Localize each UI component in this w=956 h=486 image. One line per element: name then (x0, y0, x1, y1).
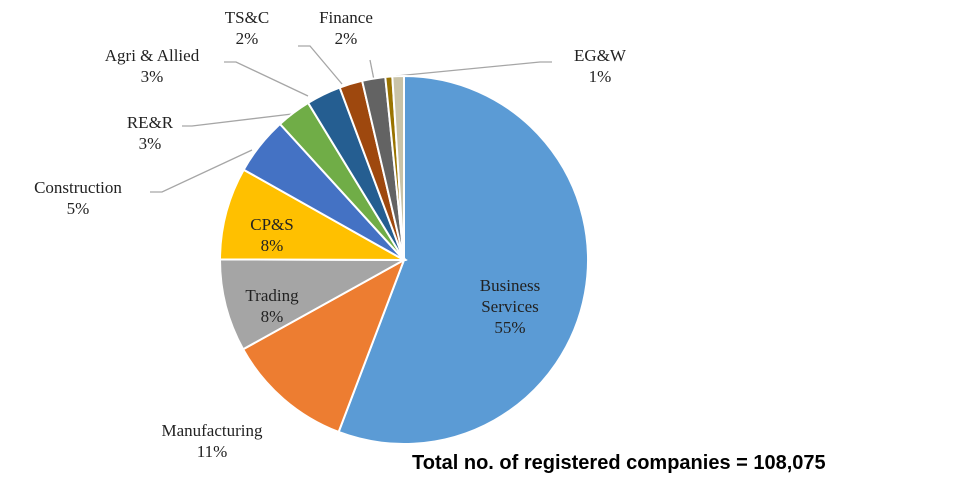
leader-line (298, 45, 343, 85)
value-label: 1% (588, 67, 612, 86)
category-label: EG&W (574, 46, 626, 65)
leader-line (395, 61, 552, 77)
value-label: 8% (260, 307, 284, 326)
leader-line (369, 59, 375, 81)
value-label: 5% (66, 199, 90, 218)
category-label: Manufacturing (161, 421, 263, 440)
category-label: TS&C (224, 8, 270, 27)
pie-slice (391, 74, 405, 261)
category-label: Agri & Allied (104, 46, 200, 65)
slice-label: Manufacturing 11% (152, 420, 272, 462)
value-label: 2% (334, 29, 358, 48)
value-label: 3% (140, 67, 164, 86)
slice-label: Trading 8% (212, 285, 332, 327)
value-label: 11% (196, 442, 228, 461)
slice-label: RE&R 3% (90, 112, 210, 154)
slice-label: CP&S 8% (212, 214, 332, 256)
category-label: RE&R (126, 113, 174, 132)
total-note: Total no. of registered companies = 108,… (412, 452, 826, 474)
value-label: 3% (138, 134, 162, 153)
category-label: Trading (245, 286, 299, 305)
leader-line (182, 113, 293, 127)
leader-line (224, 61, 309, 97)
pie-slice (219, 258, 408, 351)
category-label: CP&S (250, 215, 294, 234)
slice-label: Agri & Allied 3% (92, 45, 212, 87)
slice-label: Construction 5% (18, 177, 138, 219)
pie-slice (337, 74, 589, 445)
pie-slice (241, 257, 406, 434)
slice-label: EG&W 1% (540, 45, 660, 87)
slice-label: Business Services 55% (460, 275, 560, 338)
leader-lines (150, 45, 552, 193)
value-label: 2% (235, 29, 259, 48)
value-label: 8% (260, 236, 284, 255)
pie-slice (218, 168, 408, 262)
category-label: Business Services (479, 276, 541, 316)
category-label: Finance (319, 8, 373, 27)
category-label: Construction (34, 178, 122, 197)
value-label: 55% (494, 318, 526, 337)
slice-label: Finance 2% (286, 7, 406, 49)
slice-label: TS&C 2% (187, 7, 307, 49)
leader-line (150, 149, 253, 193)
